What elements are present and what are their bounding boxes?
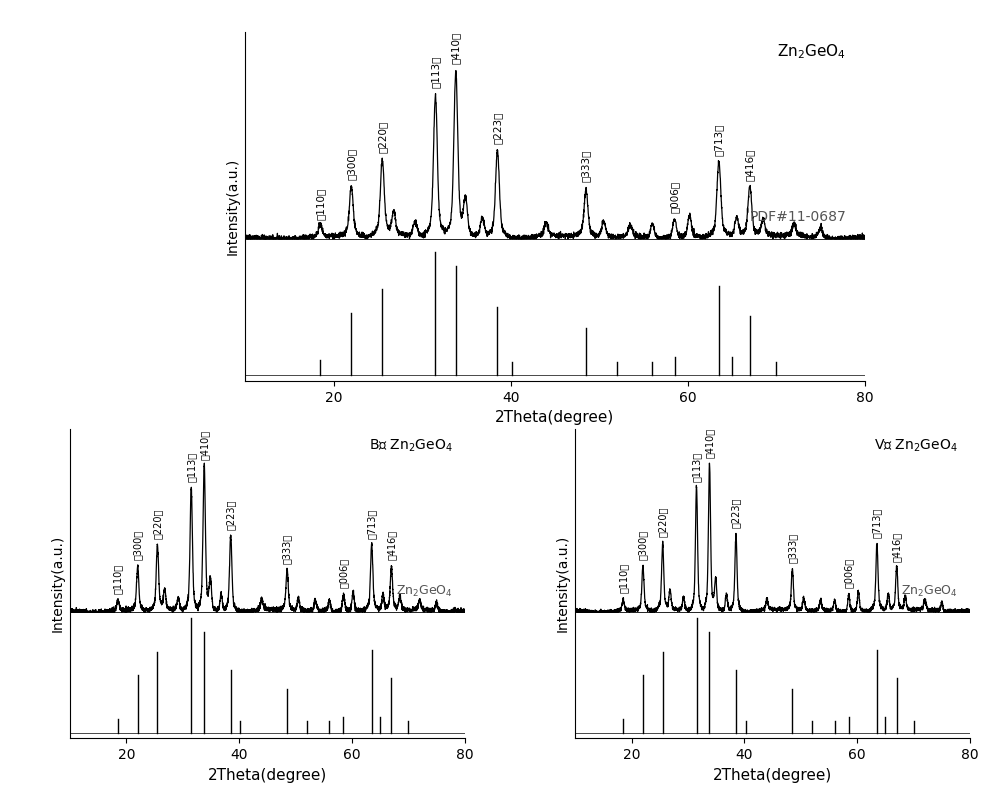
Text: （300）: （300）	[638, 530, 648, 560]
Text: （006）: （006）	[338, 557, 348, 588]
Text: （333）: （333）	[581, 149, 591, 182]
Text: （223）: （223）	[731, 498, 741, 528]
Text: （713）: （713）	[872, 508, 882, 538]
Text: （333）: （333）	[787, 533, 797, 563]
Text: （410）: （410）	[451, 32, 461, 64]
Text: （223）: （223）	[226, 500, 236, 530]
Text: （410）: （410）	[704, 428, 714, 458]
Text: （223）: （223）	[492, 112, 502, 145]
Text: （410）: （410）	[199, 430, 209, 460]
Text: （300）: （300）	[346, 148, 356, 180]
Text: V： Zn$_2$GeO$_4$: V： Zn$_2$GeO$_4$	[874, 438, 958, 454]
Text: （416）: （416）	[386, 530, 396, 561]
Text: （713）: （713）	[714, 123, 724, 156]
X-axis label: 2Theta(degree): 2Theta(degree)	[208, 768, 327, 783]
Text: （220）: （220）	[377, 120, 387, 152]
Text: Zn$_2$GeO$_4$: Zn$_2$GeO$_4$	[901, 584, 958, 599]
Text: （110）: （110）	[113, 564, 123, 594]
Text: Zn$_2$GeO$_4$: Zn$_2$GeO$_4$	[777, 42, 846, 61]
Text: （110）: （110）	[618, 563, 628, 592]
Text: PDF#11-0687: PDF#11-0687	[750, 210, 846, 224]
Text: （113）: （113）	[186, 453, 196, 482]
X-axis label: 2Theta(degree): 2Theta(degree)	[495, 410, 615, 426]
Text: （220）: （220）	[658, 507, 668, 537]
Y-axis label: Intensity(a.u.): Intensity(a.u.)	[50, 535, 64, 632]
Text: （300）: （300）	[133, 530, 143, 560]
Text: （110）: （110）	[315, 187, 325, 220]
Text: （220）: （220）	[152, 508, 162, 539]
Text: （416）: （416）	[892, 531, 902, 561]
Text: （416）: （416）	[745, 149, 755, 181]
Text: （113）: （113）	[692, 452, 702, 482]
Text: （006）: （006）	[670, 181, 680, 214]
Y-axis label: Intensity(a.u.): Intensity(a.u.)	[556, 535, 570, 632]
Text: （006）: （006）	[844, 557, 854, 588]
Text: B： Zn$_2$GeO$_4$: B： Zn$_2$GeO$_4$	[369, 438, 453, 454]
X-axis label: 2Theta(degree): 2Theta(degree)	[713, 768, 832, 783]
Text: （333）: （333）	[282, 534, 292, 564]
Text: Zn$_2$GeO$_4$: Zn$_2$GeO$_4$	[396, 584, 453, 599]
Text: （713）: （713）	[367, 509, 377, 539]
Y-axis label: Intensity(a.u.): Intensity(a.u.)	[225, 158, 239, 255]
Text: （113）: （113）	[430, 56, 440, 88]
